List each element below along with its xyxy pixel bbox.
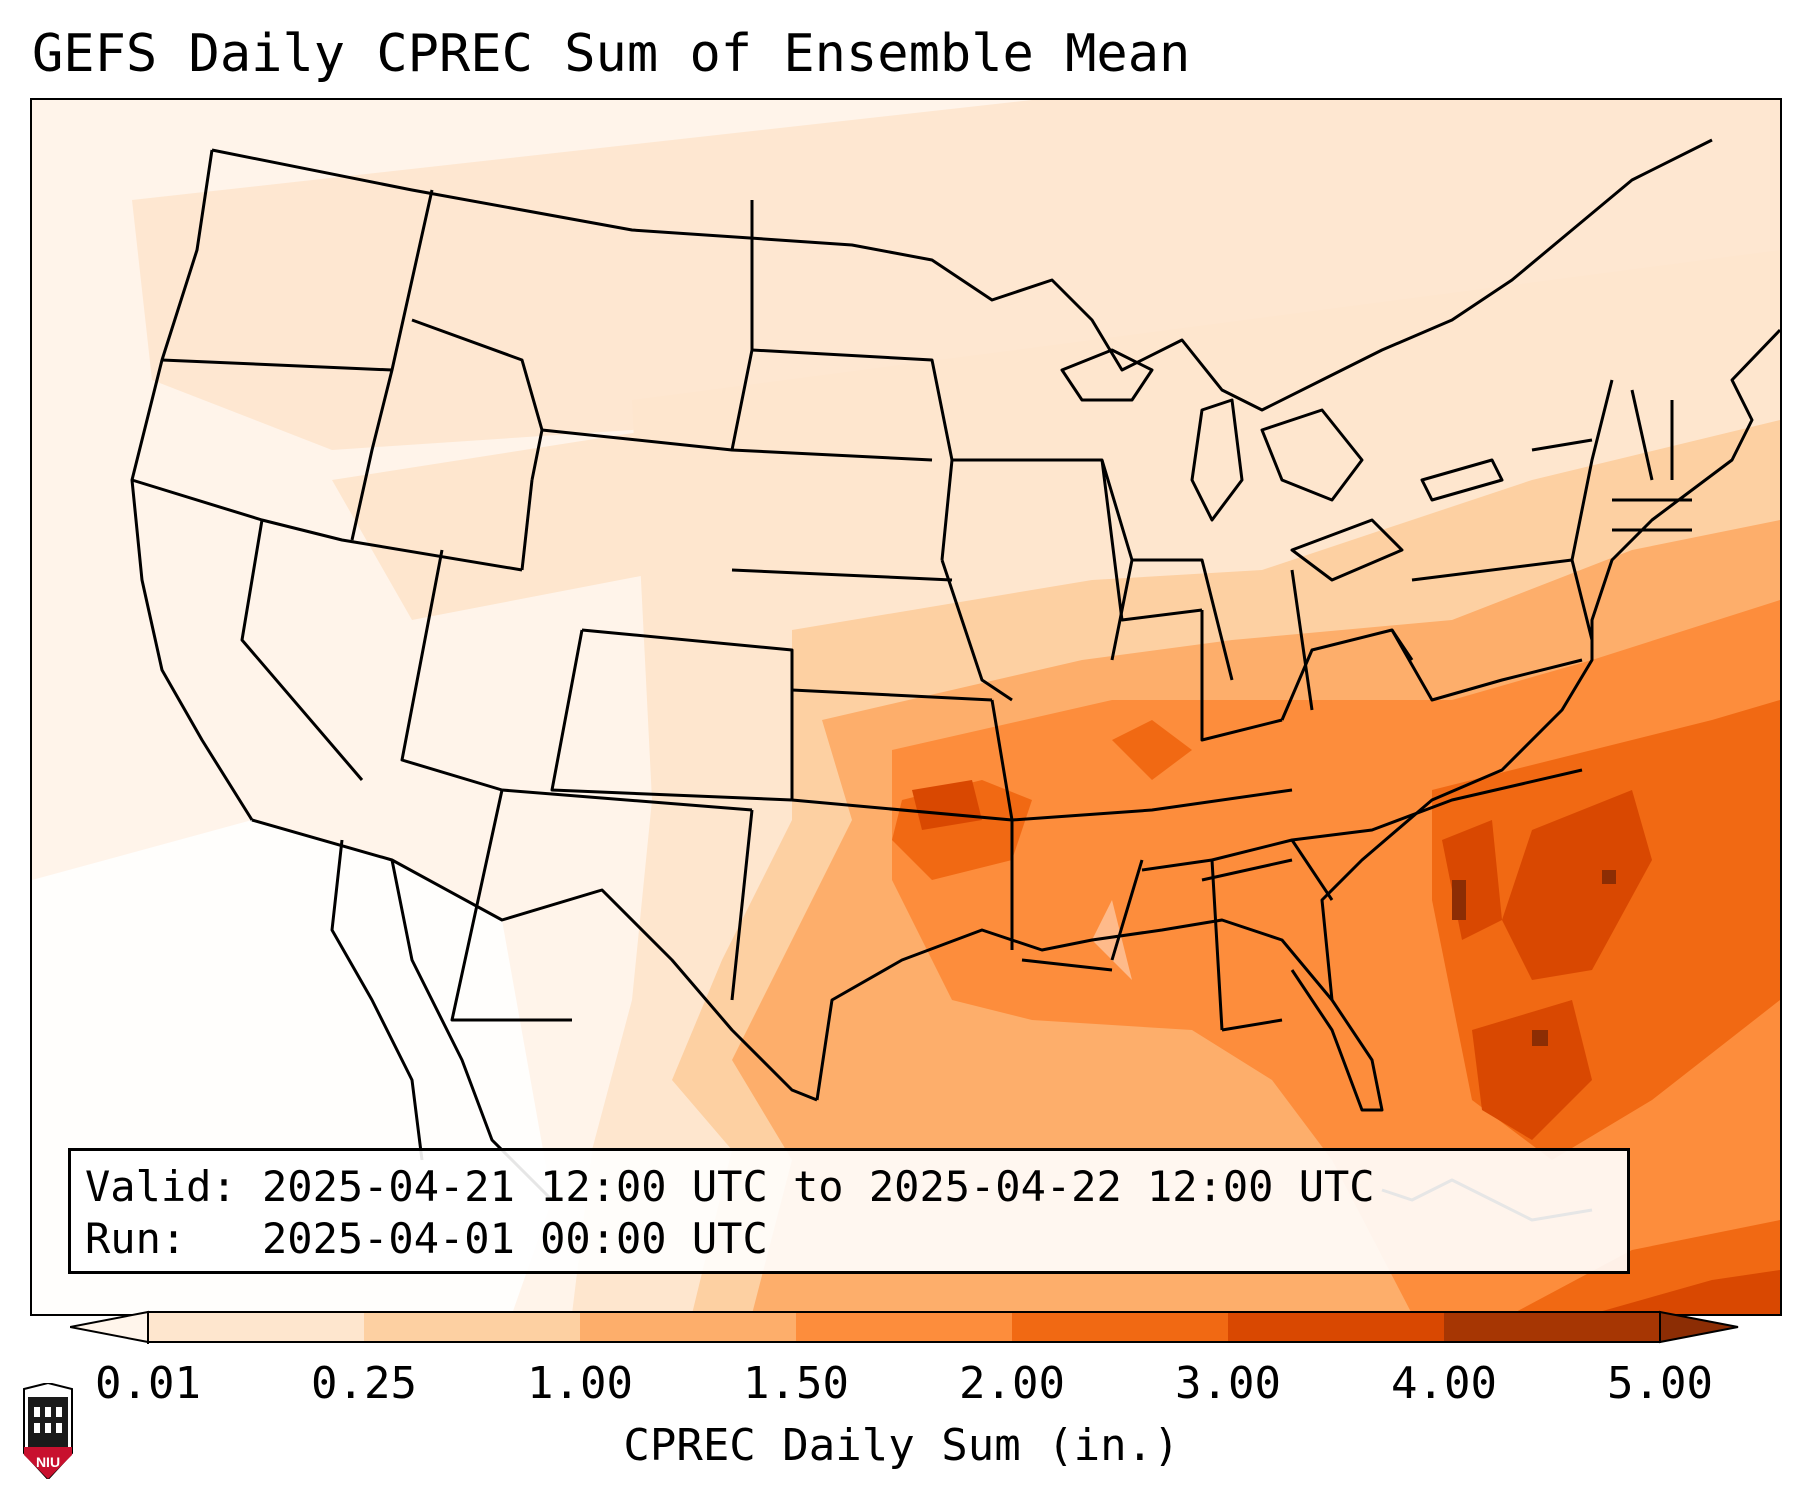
colorbar-tick-label: 0.01 [95,1358,201,1409]
boundaries [130,138,1780,1222]
colorbar-tick-label: 5.00 [1607,1358,1713,1409]
map-title: GEFS Daily CPREC Sum of Ensemble Mean [32,24,1191,84]
colorbar-segment [148,1312,364,1342]
colorbar-tick-label: 3.00 [1175,1358,1281,1409]
colorbar-tick-label: 1.00 [527,1358,633,1409]
colorbar-extend-high [1659,1310,1739,1344]
colorbar-segment [580,1312,796,1342]
colorbar-tick-label: 1.50 [743,1358,849,1409]
colorbar-extend-low [70,1310,149,1344]
colorbar-title: CPREC Daily Sum (in.) [623,1420,1180,1471]
colorbar-segment [1012,1312,1228,1342]
colorbar-segment [364,1312,580,1342]
colorbar-segment [796,1312,1012,1342]
run-time-text: Run: 2025-04-01 00:00 UTC [85,1214,768,1263]
colorbar-tick-label: 4.00 [1391,1358,1497,1409]
colorbar-tick-label: 2.00 [959,1358,1065,1409]
colorbar-segment [1228,1312,1444,1342]
valid-time-text: Valid: 2025-04-21 12:00 UTC to 2025-04-2… [85,1162,1375,1211]
map-canvas [32,100,1780,1314]
svg-text:NIU: NIU [36,1454,60,1470]
colorbar-tick-label: 0.25 [311,1358,417,1409]
precip-field [32,100,1780,1314]
niu-logo: NIU [23,1383,73,1479]
colorbar-segment [1444,1312,1660,1342]
precipitation-map [30,98,1782,1316]
valid-run-info-box: Valid: 2025-04-21 12:00 UTC to 2025-04-2… [68,1148,1630,1274]
colorbar [70,1310,1739,1344]
